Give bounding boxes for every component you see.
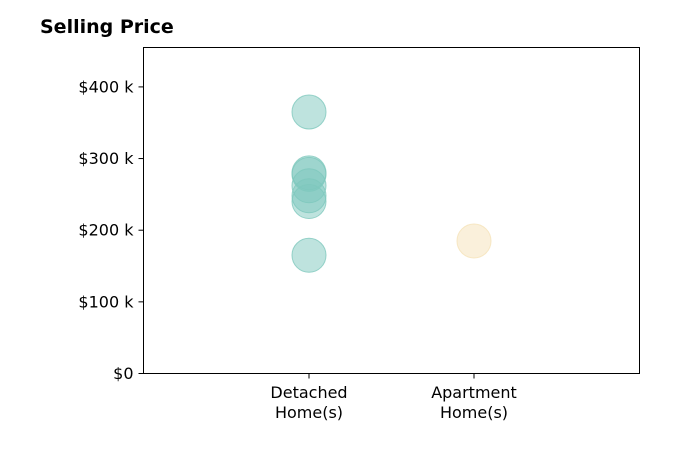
data-points: [291, 94, 492, 273]
data-point: [291, 94, 327, 130]
x-tick-label: Detached Home(s): [270, 383, 347, 422]
y-tick-label: $400 k: [78, 77, 134, 96]
chart-title: Selling Price: [40, 16, 174, 38]
y-tick-label: $200 k: [78, 221, 134, 240]
x-tick-label: Apartment Home(s): [431, 383, 517, 422]
data-point: [291, 237, 327, 273]
data-point: [456, 223, 492, 259]
y-tick-label: $100 k: [78, 292, 134, 311]
y-axis: $0 $100 k $200 k $300 k $400 k: [78, 77, 144, 383]
x-axis: Detached Home(s) Apartment Home(s): [270, 373, 517, 422]
data-point: [291, 184, 327, 220]
y-tick-label: $0: [113, 364, 133, 383]
plot-area-frame: [143, 47, 640, 374]
y-tick-label: $300 k: [78, 149, 134, 168]
